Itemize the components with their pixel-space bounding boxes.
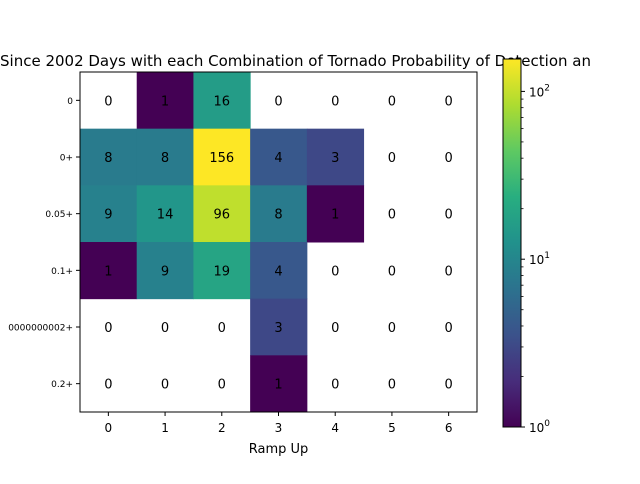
cell-value-label: 0 (104, 94, 112, 109)
cell-value-label: 0 (331, 321, 339, 336)
heatmap-cells (80, 72, 365, 413)
cell-value-label: 0 (445, 208, 453, 223)
heatmap-cell (250, 128, 308, 186)
cell-value-label: 19 (214, 264, 231, 279)
cell-value-label: 8 (274, 208, 282, 223)
cell-value-label: 3 (331, 151, 339, 166)
x-tick-label: 5 (388, 421, 396, 435)
x-tick-label: 3 (275, 421, 283, 435)
cell-value-label: 14 (157, 208, 174, 223)
x-axis-label: Ramp Up (249, 442, 309, 457)
cell-value-label: 0 (445, 94, 453, 109)
heatmap-cell (193, 185, 251, 243)
cell-value-label: 0 (331, 378, 339, 393)
cell-value-label: 0 (388, 378, 396, 393)
colorbar-gradient (502, 58, 522, 428)
heatmap-cell (136, 185, 194, 243)
cell-value-label: 0 (445, 321, 453, 336)
cell-value-label: 0 (445, 378, 453, 393)
cell-value-label: 1 (331, 208, 339, 223)
heatmap-cell (250, 242, 308, 300)
x-tick-label: 1 (161, 421, 169, 435)
heatmap-cell (136, 128, 194, 186)
cell-value-label: 8 (104, 151, 112, 166)
chart-title: Since 2002 Days with each Combination of… (0, 52, 591, 70)
cell-value-label: 0 (331, 94, 339, 109)
heatmap-cell (306, 128, 365, 186)
cell-value-label: 8 (161, 151, 169, 166)
cell-value-label: 1 (104, 264, 112, 279)
x-tick-label: 2 (218, 421, 226, 435)
colorbar-tick-label: 101 (529, 251, 550, 267)
colorbar-tick-label: 102 (529, 83, 550, 99)
cell-value-label: 96 (214, 208, 231, 223)
cell-value-label: 0 (388, 264, 396, 279)
y-tick-label: 0 (67, 97, 73, 107)
y-tick-label: 0.05+ (45, 210, 73, 220)
y-tick-label: 0.1+ (51, 267, 73, 277)
x-axis-ticks: 0 1 2 3 4 5 6 (105, 412, 453, 435)
cell-value-label: 0 (388, 208, 396, 223)
x-tick-label: 0 (105, 421, 113, 435)
cell-value-label: 1 (161, 94, 169, 109)
cell-value-label: 0 (218, 321, 226, 336)
cell-value-label: 1 (274, 378, 282, 393)
heatmap-cell (193, 242, 251, 300)
cell-value-label: 0 (104, 378, 112, 393)
heatmap-cell (80, 128, 138, 186)
cell-value-label: 0 (161, 378, 169, 393)
cell-value-labels: 0 1 16 0 0 0 08 8 156 4 3 0 09 14 96 8 1 0 01 9 19 4 0 0 00 0 0 3 0 0… (104, 94, 453, 392)
cell-value-label: 0 (388, 151, 396, 166)
y-tick-label: 0.2+ (51, 380, 73, 390)
y-tick-label: 0000000002+ (8, 324, 73, 334)
cell-value-label: 0 (445, 151, 453, 166)
heatmap-cell (250, 185, 308, 243)
cell-value-label: 0 (104, 321, 112, 336)
cell-value-label: 0 (274, 94, 282, 109)
heatmap-cell (80, 242, 138, 300)
heatmap-cell (250, 355, 308, 413)
heatmap-cell (193, 72, 251, 130)
y-tick-label: 0+ (60, 154, 73, 164)
cell-value-label: 4 (274, 151, 282, 166)
heatmap-cell (250, 298, 308, 356)
cell-value-label: 156 (209, 151, 234, 166)
heatmap-cell (136, 242, 194, 300)
colorbar-tick-label: 100 (529, 419, 550, 435)
cell-value-label: 9 (104, 208, 112, 223)
colorbar: 100 101 102 (502, 58, 550, 435)
x-tick-label: 4 (331, 421, 339, 435)
heatmap-cell (306, 185, 365, 243)
cell-value-label: 16 (214, 94, 231, 109)
cell-value-label: 0 (331, 264, 339, 279)
y-axis-ticks: 0 0+ 0.05+ 0.1+ 0000000002+ 0.2+ (8, 97, 80, 390)
cell-value-label: 0 (161, 321, 169, 336)
heatmap-cell (136, 72, 194, 130)
heatmap-cell (193, 128, 251, 186)
cell-value-label: 9 (161, 264, 169, 279)
cell-value-label: 0 (445, 264, 453, 279)
x-tick-label: 6 (445, 421, 453, 435)
colorbar-ticks: 100 101 102 (521, 83, 550, 435)
cell-value-label: 0 (218, 378, 226, 393)
cell-value-label: 0 (388, 321, 396, 336)
cell-value-label: 0 (388, 94, 396, 109)
cell-value-label: 3 (274, 321, 282, 336)
heatmap-cell (80, 185, 138, 243)
cell-value-label: 4 (274, 264, 282, 279)
